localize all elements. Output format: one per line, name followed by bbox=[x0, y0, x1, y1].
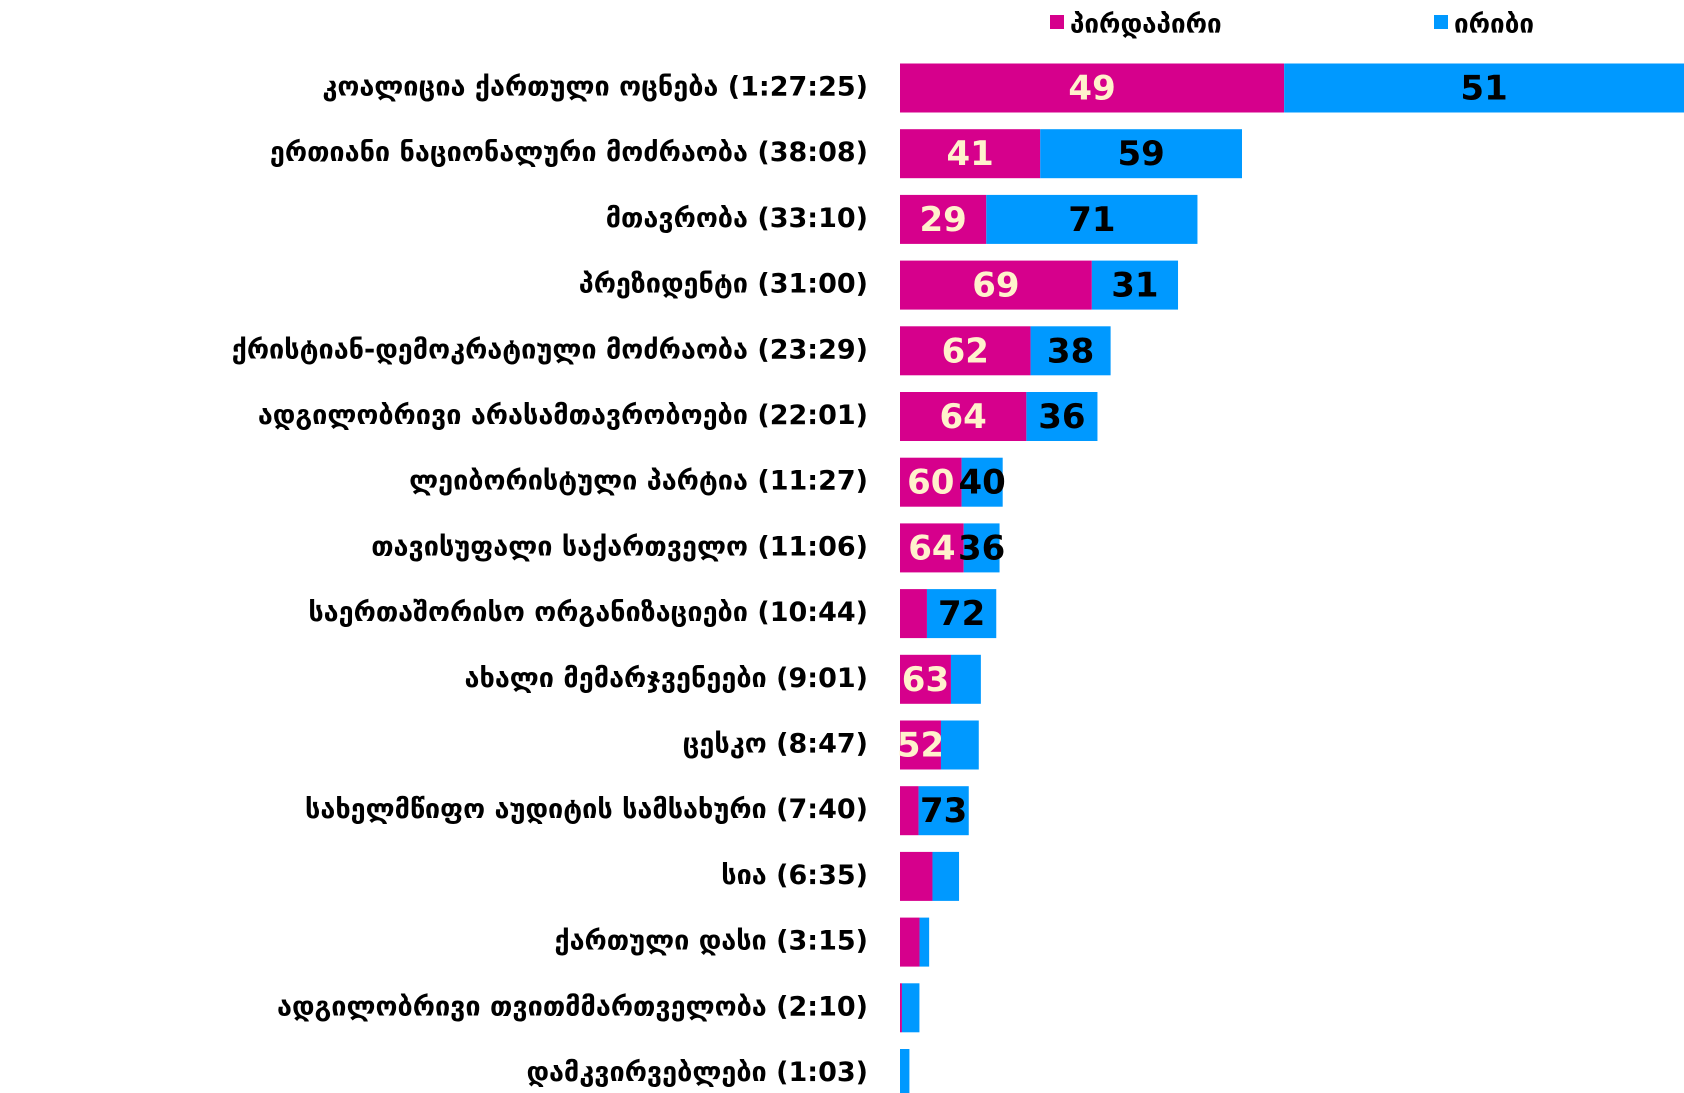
bar-segment bbox=[926, 589, 997, 639]
data-label: 36 bbox=[1038, 397, 1085, 437]
data-label: 59 bbox=[1117, 134, 1164, 174]
data-label: 63 bbox=[902, 660, 949, 700]
data-label: 72 bbox=[938, 594, 985, 634]
data-label: 51 bbox=[1460, 69, 1507, 109]
data-label: 64 bbox=[908, 528, 955, 568]
data-label: 38 bbox=[1047, 331, 1094, 371]
data-label: 71 bbox=[1068, 200, 1115, 240]
legend-label: ირიბი bbox=[1454, 10, 1534, 40]
category-label: სია (6:35) bbox=[721, 860, 868, 891]
bar-segment bbox=[919, 917, 930, 967]
category-label: პრეზიდენტი (31:00) bbox=[579, 269, 868, 300]
bar-segment bbox=[900, 392, 1027, 441]
bar-segment bbox=[900, 786, 919, 836]
data-label: 60 bbox=[907, 463, 954, 503]
bar-segment bbox=[950, 654, 981, 704]
category-label: ლეიბორისტული პარტია (11:27) bbox=[409, 466, 868, 497]
bar-segment bbox=[900, 129, 1041, 179]
data-label: 36 bbox=[958, 528, 1005, 568]
legend-label: პირდაპირი bbox=[1070, 10, 1222, 40]
bar-segment bbox=[900, 260, 1092, 310]
bar-segment bbox=[1091, 260, 1179, 310]
bar-segment bbox=[1040, 129, 1243, 179]
legend-swatch bbox=[1434, 15, 1448, 29]
bar-segment bbox=[1026, 392, 1098, 441]
bar-segment bbox=[940, 720, 979, 770]
category-label: ახალი მემარჯვენეები (9:01) bbox=[465, 663, 868, 694]
bar-segment bbox=[1030, 326, 1111, 376]
category-label: ადგილობრივი თვითმმართველობა (2:10) bbox=[277, 991, 868, 1022]
category-label: თავისუფალი საქართველო (11:06) bbox=[371, 531, 868, 562]
category-label: ცესკო (8:47) bbox=[683, 729, 868, 760]
bar-segment bbox=[961, 457, 1003, 507]
bar-segment bbox=[900, 851, 933, 901]
data-label: 31 bbox=[1111, 266, 1158, 306]
category-label: ქრისტიან-დემოკრატიული მოძრაობა (23:29) bbox=[232, 334, 868, 365]
category-label: კოალიცია ქართული ოცნება (1:27:25) bbox=[322, 72, 868, 103]
bar-segment bbox=[986, 194, 1198, 244]
bar-segment bbox=[900, 1049, 910, 1093]
category-label: ადგილობრივი არასამთავრობოები (22:01) bbox=[258, 400, 868, 431]
data-label: 40 bbox=[958, 463, 1005, 503]
bar-segment bbox=[900, 194, 987, 244]
data-label: 62 bbox=[942, 331, 989, 371]
bar-segment bbox=[900, 983, 902, 1033]
bar-segment bbox=[932, 851, 960, 901]
bar-segment bbox=[900, 326, 1031, 376]
data-label: 69 bbox=[972, 266, 1019, 306]
bar-segment bbox=[900, 654, 951, 704]
data-label: 64 bbox=[940, 397, 987, 437]
data-label: 29 bbox=[919, 200, 966, 240]
bar-segment bbox=[1284, 63, 1684, 113]
bar-segment bbox=[900, 457, 962, 507]
data-label: 41 bbox=[946, 134, 993, 174]
category-label: ერთიანი ნაციონალური მოძრაობა (38:08) bbox=[270, 137, 868, 168]
legend-swatch bbox=[1050, 15, 1064, 29]
bar-segment bbox=[963, 523, 1000, 573]
bar-segment bbox=[901, 983, 920, 1033]
category-label: ქართული დასი (3:15) bbox=[554, 926, 868, 957]
bar-segment bbox=[900, 523, 964, 573]
bar-segment bbox=[900, 589, 927, 639]
bar-segment bbox=[900, 63, 1285, 113]
bar-segment bbox=[900, 917, 920, 967]
data-label: 52 bbox=[897, 726, 944, 766]
data-label: 49 bbox=[1068, 69, 1115, 109]
category-label: მთავრობა (33:10) bbox=[606, 203, 868, 234]
category-label: საერთაშორისო ორგანიზაციები (10:44) bbox=[308, 597, 868, 628]
bar-segment bbox=[900, 720, 941, 770]
data-label: 73 bbox=[920, 791, 967, 831]
bar-segment bbox=[918, 786, 969, 836]
category-label: დამკვირვებლები (1:03) bbox=[526, 1057, 868, 1088]
category-label: სახელმწიფო აუდიტის სამსახური (7:40) bbox=[305, 794, 868, 825]
